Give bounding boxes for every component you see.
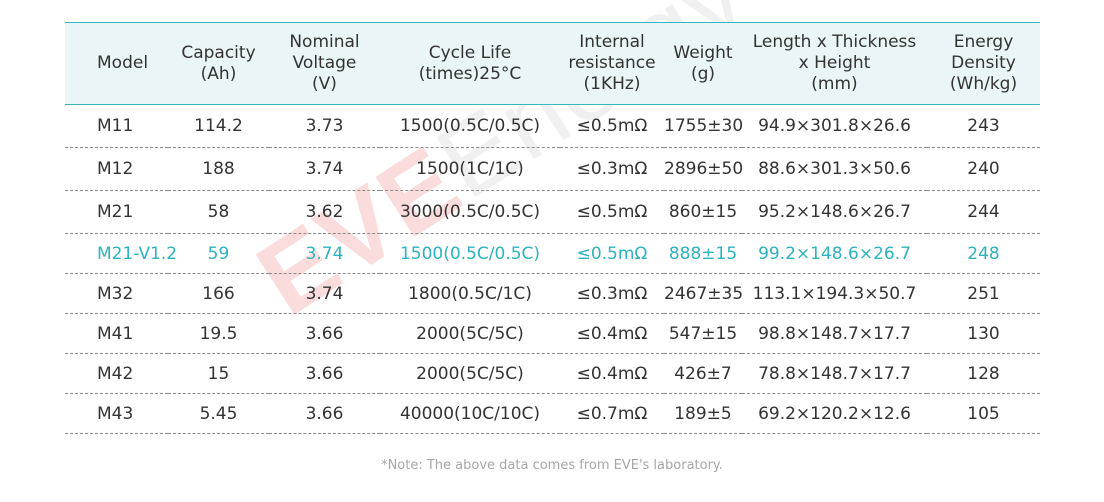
cell-capacity: 19.5 (168, 313, 269, 354)
cell-energy-density: 130 (927, 313, 1040, 354)
cell-dimensions: 95.2×148.6×26.7 (742, 190, 927, 234)
cell-nominal-voltage: 3.73 (269, 104, 380, 148)
cell-dimensions: 98.8×148.7×17.7 (742, 313, 927, 354)
cell-nominal-voltage: 3.74 (269, 147, 380, 191)
cell-internal-resistance: ≤0.3mΩ (560, 273, 664, 314)
cell-model: M12 (65, 147, 168, 191)
cell-nominal-voltage: 3.74 (269, 273, 380, 314)
table-row: M21-V1.2 59 3.74 1500(0.5C/0.5C) ≤0.5mΩ 888±1… (65, 233, 1040, 274)
cell-model: M32 (65, 273, 168, 314)
cell-capacity: 58 (168, 190, 269, 234)
cell-cycle-life: 2000(5C/5C) (380, 353, 560, 394)
header-cycle-life: Cycle Life (times)25°C (380, 22, 560, 105)
cell-energy-density: 105 (927, 393, 1040, 434)
cell-weight: 547±15 (664, 313, 742, 354)
cell-nominal-voltage: 3.66 (269, 393, 380, 434)
cell-nominal-voltage: 3.66 (269, 353, 380, 394)
cell-weight: 426±7 (664, 353, 742, 394)
cell-energy-density: 251 (927, 273, 1040, 314)
cell-capacity: 166 (168, 273, 269, 314)
table-row: M43 5.45 3.66 40000(10C/10C) ≤0.7mΩ 189±5 69.2… (65, 393, 1040, 434)
cell-model: M11 (65, 104, 168, 148)
header-internal-resistance: Internal resistance (1KHz) (560, 22, 664, 105)
cell-model: M21 (65, 190, 168, 234)
cell-capacity: 5.45 (168, 393, 269, 434)
cell-cycle-life: 1500(1C/1C) (380, 147, 560, 191)
cell-internal-resistance: ≤0.7mΩ (560, 393, 664, 434)
header-capacity: Capacity (Ah) (168, 22, 269, 105)
header-weight: Weight (g) (664, 22, 742, 105)
cell-internal-resistance: ≤0.4mΩ (560, 353, 664, 394)
cell-dimensions: 99.2×148.6×26.7 (742, 233, 927, 274)
battery-spec-table: Model Capacity (Ah) Nominal Voltage (V) Cycle … (65, 22, 1040, 434)
cell-cycle-life: 1800(0.5C/1C) (380, 273, 560, 314)
cell-dimensions: 94.9×301.8×26.6 (742, 104, 927, 148)
cell-internal-resistance: ≤0.5mΩ (560, 190, 664, 234)
cell-internal-resistance: ≤0.4mΩ (560, 313, 664, 354)
table-row: M32 166 3.74 1800(0.5C/1C) ≤0.3mΩ 2467±35 113.… (65, 273, 1040, 314)
cell-cycle-life: 2000(5C/5C) (380, 313, 560, 354)
header-dimensions: Length x Thickness x Height (mm) (742, 22, 927, 105)
cell-nominal-voltage: 3.66 (269, 313, 380, 354)
cell-model: M21-V1.2 (65, 233, 177, 274)
table-body: M11 114.2 3.73 1500(0.5C/0.5C) ≤0.5mΩ 1755±30… (65, 104, 1040, 434)
cell-weight: 1755±30 (664, 104, 743, 148)
table-header: Model Capacity (Ah) Nominal Voltage (V) Cycle … (65, 22, 1040, 105)
cell-internal-resistance: ≤0.5mΩ (560, 104, 664, 148)
cell-nominal-voltage: 3.62 (269, 190, 380, 234)
cell-weight: 189±5 (664, 393, 742, 434)
cell-capacity: 188 (168, 147, 269, 191)
cell-dimensions: 113.1×194.3×50.7 (742, 273, 927, 314)
cell-energy-density: 248 (927, 233, 1040, 274)
cell-internal-resistance: ≤0.5mΩ (560, 233, 664, 274)
cell-capacity: 15 (168, 353, 269, 394)
table-row: M11 114.2 3.73 1500(0.5C/0.5C) ≤0.5mΩ 1755±30… (65, 104, 1040, 148)
cell-energy-density: 244 (927, 190, 1040, 234)
footnote: *Note: The above data comes from EVE's l… (381, 458, 723, 473)
table-row: M42 15 3.66 2000(5C/5C) ≤0.4mΩ 426±7 78.8×148.… (65, 353, 1040, 394)
cell-energy-density: 243 (927, 104, 1040, 148)
cell-internal-resistance: ≤0.3mΩ (560, 147, 664, 191)
cell-weight: 2896±50 (664, 147, 743, 191)
cell-model: M42 (65, 353, 168, 394)
cell-energy-density: 128 (927, 353, 1040, 394)
cell-cycle-life: 3000(0.5C/0.5C) (380, 190, 560, 234)
cell-capacity: 59 (168, 233, 269, 274)
cell-energy-density: 240 (927, 147, 1040, 191)
cell-model: M43 (65, 393, 168, 434)
header-row: Model Capacity (Ah) Nominal Voltage (V) Cycle … (65, 22, 1040, 105)
table-row: M21 58 3.62 3000(0.5C/0.5C) ≤0.5mΩ 860±15 95.2… (65, 190, 1040, 234)
header-nominal-voltage: Nominal Voltage (V) (269, 22, 380, 105)
cell-dimensions: 69.2×120.2×12.6 (742, 393, 927, 434)
cell-cycle-life: 1500(0.5C/0.5C) (380, 233, 560, 274)
cell-dimensions: 78.8×148.7×17.7 (742, 353, 927, 394)
cell-dimensions: 88.6×301.3×50.6 (742, 147, 927, 191)
cell-weight: 2467±35 (664, 273, 743, 314)
battery-spec-table-container: Model Capacity (Ah) Nominal Voltage (V) Cycle … (65, 22, 1040, 434)
cell-weight: 888±15 (664, 233, 742, 274)
cell-weight: 860±15 (664, 190, 742, 234)
header-model: Model (65, 22, 168, 105)
table-row: M12 188 3.74 1500(1C/1C) ≤0.3mΩ 2896±50 88.6×3… (65, 147, 1040, 191)
cell-cycle-life: 1500(0.5C/0.5C) (380, 104, 560, 148)
header-energy-density: Energy Density (Wh/kg) (927, 22, 1040, 105)
table-row: M41 19.5 3.66 2000(5C/5C) ≤0.4mΩ 547±15 98.8×1… (65, 313, 1040, 354)
cell-capacity: 114.2 (168, 104, 269, 148)
cell-nominal-voltage: 3.74 (269, 233, 380, 274)
cell-model: M41 (65, 313, 168, 354)
cell-cycle-life: 40000(10C/10C) (380, 393, 560, 434)
